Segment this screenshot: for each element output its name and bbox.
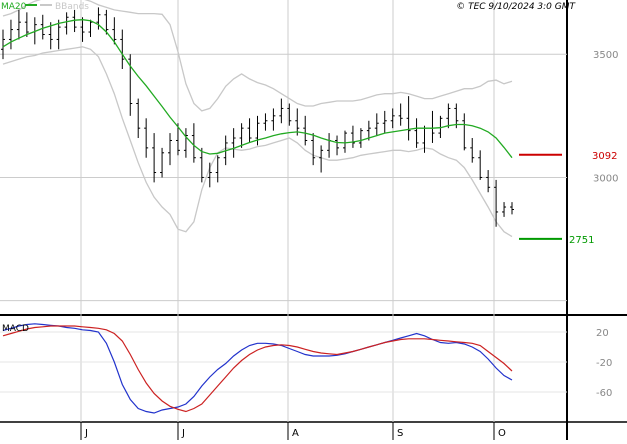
ohlc-bar bbox=[374, 113, 379, 136]
ohlc-bar bbox=[199, 147, 204, 183]
ohlc-bar bbox=[502, 202, 507, 217]
ohlc-bar bbox=[287, 103, 292, 126]
ohlc-bar bbox=[8, 19, 13, 50]
ohlc-bar bbox=[80, 17, 85, 42]
ohlc-bar bbox=[247, 118, 252, 143]
ohlc-bar bbox=[160, 147, 165, 178]
resistance-level-label: 3092 bbox=[592, 151, 617, 162]
x-tick-label: O bbox=[498, 428, 506, 439]
ohlc-bar bbox=[446, 103, 451, 129]
ohlc-bar bbox=[510, 202, 514, 215]
ohlc-bar bbox=[382, 110, 387, 134]
macd-line bbox=[2, 323, 513, 414]
macd-y-tick-label: -60 bbox=[596, 388, 612, 399]
ohlc-bar bbox=[64, 12, 69, 35]
ohlc-bar bbox=[342, 130, 347, 153]
ohlc-bar bbox=[120, 29, 125, 70]
ohlc-bar bbox=[144, 118, 149, 158]
ma-legend-swatch bbox=[25, 4, 37, 6]
ohlc-bar bbox=[152, 133, 157, 183]
ohlc-bar bbox=[406, 96, 411, 141]
ohlc-bar bbox=[231, 128, 236, 158]
ohlc-bar bbox=[175, 123, 180, 156]
ohlc-bar bbox=[56, 19, 61, 50]
bbands-legend-label: BBands bbox=[55, 2, 89, 12]
ohlc-bar bbox=[414, 118, 419, 148]
ohlc-bar bbox=[215, 155, 220, 183]
ohlc-bar bbox=[128, 54, 133, 116]
ohlc-bar bbox=[168, 133, 173, 166]
ohlc-bar bbox=[271, 108, 276, 131]
macd-signal-line bbox=[2, 325, 513, 413]
ohlc-bar bbox=[96, 7, 101, 30]
ohlc-bar bbox=[462, 113, 467, 151]
copyright-label: © TEC 9/10/2024 3:0 GMT bbox=[456, 2, 576, 12]
macd-y-tick-label: 20 bbox=[596, 328, 609, 339]
ohlc-bar bbox=[295, 108, 300, 136]
x-tick-label: J bbox=[181, 428, 185, 439]
ohlc-bar bbox=[279, 98, 284, 124]
ma-legend-label: MA20 bbox=[1, 2, 27, 12]
ohlc-bar bbox=[191, 123, 196, 163]
ohlc-bar bbox=[263, 113, 268, 131]
price-y-tick-label: 3000 bbox=[593, 173, 618, 184]
bbands-legend-swatch bbox=[40, 4, 52, 6]
ohlc-bar bbox=[470, 138, 475, 163]
ohlc-bar bbox=[366, 120, 371, 141]
ohlc-bar bbox=[327, 133, 332, 158]
ohlc-bar bbox=[136, 98, 141, 139]
ohlc-bar bbox=[303, 115, 308, 146]
ohlc-bar bbox=[16, 9, 21, 40]
ohlc-bar bbox=[486, 170, 491, 193]
ohlc-bar bbox=[88, 19, 93, 37]
x-tick-label: A bbox=[292, 428, 299, 439]
bbands-upper-line bbox=[2, 0, 513, 112]
ohlc-bar bbox=[438, 115, 443, 139]
ohlc-bar bbox=[478, 150, 483, 180]
ohlc-bar bbox=[350, 125, 355, 148]
support-level-label: 2751 bbox=[569, 235, 594, 246]
ohlc-bar bbox=[112, 17, 117, 45]
ohlc-bar bbox=[183, 128, 188, 158]
bbands-lower-line bbox=[2, 46, 513, 238]
ohlc-bar bbox=[104, 9, 109, 35]
ohlc-bar bbox=[335, 135, 340, 156]
ohlc-bar bbox=[239, 123, 244, 148]
ohlc-bar bbox=[311, 133, 316, 166]
ohlc-bar bbox=[24, 12, 29, 37]
x-tick-label: J bbox=[84, 428, 88, 439]
macd-panel-title: MACD bbox=[2, 324, 29, 334]
ohlc-bar bbox=[72, 9, 77, 33]
ohlc-bar bbox=[207, 162, 212, 188]
ohlc-bar bbox=[48, 22, 53, 50]
ohlc-bar bbox=[40, 14, 45, 40]
ohlc-bar bbox=[398, 103, 403, 126]
ohlc-bar bbox=[1, 29, 5, 60]
ohlc-bar bbox=[430, 110, 435, 143]
ohlc-bar bbox=[390, 108, 395, 129]
macd-y-tick-label: -20 bbox=[596, 358, 612, 369]
ohlc-bar bbox=[319, 145, 324, 173]
ma20-line bbox=[2, 19, 513, 159]
ohlc-bar bbox=[494, 179, 499, 227]
ohlc-bar bbox=[358, 128, 363, 148]
price-y-tick-label: 3500 bbox=[593, 50, 618, 61]
x-tick-label: S bbox=[397, 428, 403, 439]
